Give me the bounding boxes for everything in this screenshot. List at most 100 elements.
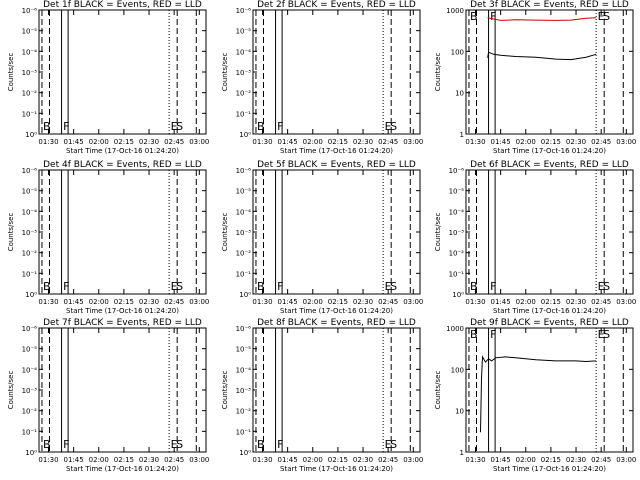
x-axis-label: Start Time (17-Oct-16 01:24:20) — [280, 465, 393, 473]
x-tick-label: 02:30 — [566, 456, 586, 464]
x-axis-label: Start Time (17-Oct-16 01:24:20) — [493, 307, 606, 315]
y-tick-label: 10⁰ — [452, 291, 464, 299]
x-tick-label: 03:00 — [616, 138, 636, 146]
event-marker-label: F — [63, 438, 69, 451]
chart-title: Det 7f BLACK = Events, RED = LLD — [43, 318, 202, 328]
chart-title: Det 5f BLACK = Events, RED = LLD — [257, 160, 416, 170]
x-tick-label: 02:30 — [139, 456, 159, 464]
event-marker-label: B — [470, 280, 478, 293]
y-tick-label: 10⁻⁶ — [449, 167, 465, 175]
chart-panel: Det 9f BLACK = Events, RED = LLD 1 10 100 10… — [434, 318, 636, 473]
x-tick-label: 02:30 — [353, 298, 373, 306]
y-tick-label: 1 — [460, 131, 464, 139]
x-tick-label: 02:15 — [541, 456, 561, 464]
y-tick-label: 10⁻¹ — [449, 270, 465, 278]
y-tick-label: 10⁻¹ — [22, 428, 38, 436]
y-tick-label: 10⁻⁵ — [449, 188, 465, 196]
chart-title: Det 3f BLACK = Events, RED = LLD — [470, 0, 629, 10]
x-tick-label: 01:30 — [465, 298, 485, 306]
y-tick-label: 10⁻³ — [449, 229, 465, 237]
event-marker-label: F — [490, 10, 496, 23]
x-tick-label: 02:45 — [378, 456, 398, 464]
x-tick-label: 03:00 — [616, 456, 636, 464]
y-tick-label: 10⁻⁵ — [236, 188, 252, 196]
y-tick-label: 10⁰ — [239, 449, 251, 457]
plot-frame — [465, 327, 634, 453]
x-tick-label: 02:30 — [353, 456, 373, 464]
y-tick-label: 100 — [451, 366, 464, 374]
series-line — [487, 51, 597, 61]
x-tick-label: 01:45 — [64, 298, 84, 306]
y-axis-label: Counts/sec — [7, 213, 15, 252]
y-tick-label: 10⁻² — [22, 408, 38, 416]
x-tick-label: 02:00 — [89, 456, 109, 464]
y-tick-label: 10⁻² — [22, 90, 38, 98]
event-marker-label: B — [43, 120, 51, 133]
x-tick-label: 02:00 — [303, 456, 323, 464]
x-tick-label: 02:00 — [516, 298, 536, 306]
event-marker-label: S — [176, 438, 183, 451]
x-tick-label: 02:15 — [328, 298, 348, 306]
x-tick-label: 02:45 — [591, 298, 611, 306]
y-tick-label: 10⁻⁵ — [22, 188, 38, 196]
x-tick-label: 02:15 — [328, 138, 348, 146]
y-tick-label: 10⁻⁵ — [22, 346, 38, 354]
x-tick-label: 01:30 — [38, 456, 58, 464]
event-marker-label: B — [470, 328, 478, 341]
x-tick-label: 02:00 — [303, 298, 323, 306]
chart-panel: Det 1f BLACK = Events, RED = LLD 10⁰ 10⁻¹ 1… — [7, 0, 209, 155]
y-tick-label: 10⁻⁴ — [236, 208, 252, 216]
y-tick-label: 10⁻³ — [236, 229, 252, 237]
event-marker-label: S — [176, 280, 183, 293]
x-tick-label: 03:00 — [189, 298, 209, 306]
y-tick-label: 10⁻¹ — [236, 270, 252, 278]
x-tick-label: 02:30 — [353, 138, 373, 146]
event-marker-label: S — [390, 280, 397, 293]
chart-title: Det 6f BLACK = Events, RED = LLD — [470, 160, 629, 170]
y-axis-label: Counts/sec — [434, 213, 442, 252]
event-marker-label: S — [390, 120, 397, 133]
x-tick-label: 02:30 — [139, 138, 159, 146]
plot-frame — [38, 9, 207, 135]
y-tick-label: 10⁻¹ — [236, 428, 252, 436]
event-marker-label: E — [171, 280, 178, 293]
y-tick-label: 10⁻³ — [22, 69, 38, 77]
x-tick-label: 02:00 — [89, 298, 109, 306]
chart-title: Det 8f BLACK = Events, RED = LLD — [257, 318, 416, 328]
y-tick-label: 1000 — [446, 325, 464, 333]
chart-panel: Det 7f BLACK = Events, RED = LLD 10⁰ 10⁻¹ 1… — [7, 318, 209, 473]
event-marker-label: E — [598, 280, 605, 293]
x-axis-label: Start Time (17-Oct-16 01:24:20) — [66, 465, 179, 473]
plot-frame — [252, 9, 421, 135]
chart-title: Det 4f BLACK = Events, RED = LLD — [43, 160, 202, 170]
x-tick-label: 02:15 — [114, 456, 134, 464]
chart-title: Det 9f BLACK = Events, RED = LLD — [470, 318, 629, 328]
x-tick-label: 01:45 — [64, 138, 84, 146]
y-tick-label: 10⁰ — [25, 449, 37, 457]
x-tick-label: 02:45 — [591, 138, 611, 146]
y-tick-label: 10⁻² — [236, 408, 252, 416]
event-marker-label: B — [257, 280, 265, 293]
y-tick-label: 10⁻⁵ — [22, 28, 38, 36]
y-tick-label: 10⁻² — [22, 250, 38, 258]
x-tick-label: 01:45 — [64, 456, 84, 464]
x-axis-label: Start Time (17-Oct-16 01:24:20) — [66, 307, 179, 315]
x-tick-label: 02:00 — [516, 456, 536, 464]
event-marker-label: F — [490, 280, 496, 293]
event-marker-label: E — [385, 280, 392, 293]
chart-panel: Det 2f BLACK = Events, RED = LLD 10⁰ 10⁻¹ 1… — [221, 0, 423, 155]
x-tick-label: 01:45 — [278, 298, 298, 306]
event-marker-label: F — [63, 120, 69, 133]
x-axis-label: Start Time (17-Oct-16 01:24:20) — [493, 147, 606, 155]
event-marker-label: S — [603, 280, 610, 293]
series-line — [487, 17, 597, 21]
y-axis-label: Counts/sec — [7, 53, 15, 92]
x-tick-label: 01:30 — [252, 456, 272, 464]
x-tick-label: 01:45 — [491, 138, 511, 146]
x-tick-label: 03:00 — [189, 456, 209, 464]
event-marker-label: S — [603, 10, 610, 23]
plot-frame — [465, 9, 634, 135]
y-tick-label: 10⁻⁶ — [22, 167, 38, 175]
event-marker-label: F — [490, 328, 496, 341]
y-tick-label: 10⁻⁶ — [236, 325, 252, 333]
